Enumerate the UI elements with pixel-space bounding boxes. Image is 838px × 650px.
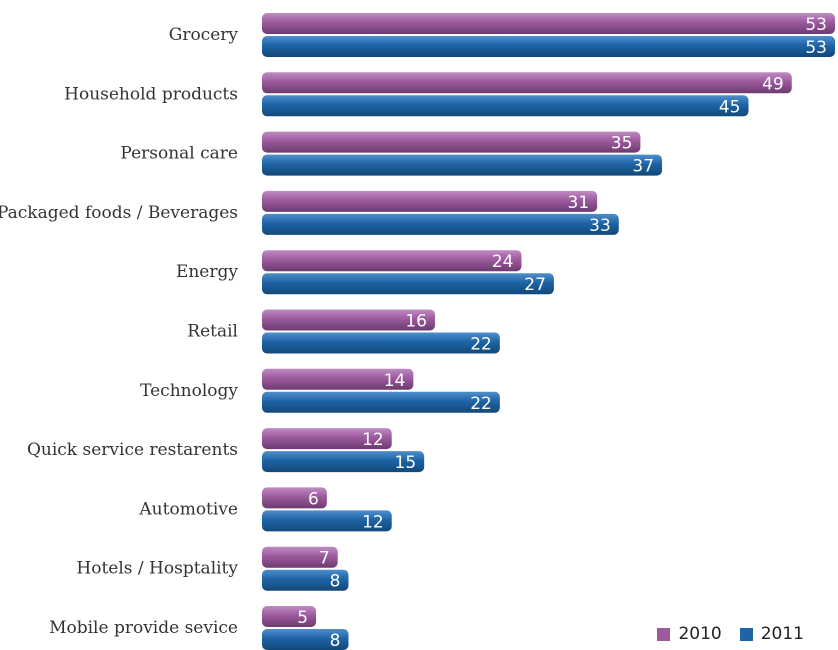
bar-2011 bbox=[262, 391, 500, 413]
legend-item-2011: 2011 bbox=[739, 624, 804, 644]
data-label-2011: 12 bbox=[362, 512, 384, 532]
category-label: Household products bbox=[64, 84, 238, 104]
data-label-2010: 49 bbox=[762, 74, 784, 94]
data-label-2011: 22 bbox=[470, 335, 492, 355]
data-label-2011: 8 bbox=[330, 572, 341, 592]
bar-2011 bbox=[262, 36, 835, 57]
data-label-2010: 31 bbox=[568, 193, 590, 213]
category-label: Technology bbox=[140, 381, 238, 401]
category-label: Hotels / Hosptality bbox=[76, 559, 238, 579]
data-label-2010: 5 bbox=[297, 608, 308, 628]
data-label-2010: 12 bbox=[362, 430, 384, 450]
data-label-2010: 16 bbox=[405, 312, 427, 332]
data-label-2011: 33 bbox=[589, 216, 611, 236]
bar-2010 bbox=[262, 13, 835, 34]
data-label-2011: 45 bbox=[719, 97, 741, 117]
data-label-2011: 15 bbox=[395, 453, 417, 473]
legend: 2010 2011 bbox=[657, 624, 804, 644]
category-label: Mobile provide sevice bbox=[49, 618, 238, 638]
data-label-2011: 53 bbox=[805, 38, 827, 58]
bar-2010 bbox=[262, 309, 435, 331]
legend-label-2010: 2010 bbox=[678, 624, 722, 644]
bar-2011 bbox=[262, 451, 425, 473]
data-label-2010: 6 bbox=[308, 489, 319, 509]
data-label-2010: 7 bbox=[319, 549, 330, 569]
bar-2011 bbox=[262, 332, 500, 354]
bar-2010 bbox=[262, 428, 392, 450]
bar-2011 bbox=[262, 154, 663, 176]
bar-2011 bbox=[262, 629, 349, 650]
bars bbox=[262, 13, 835, 650]
bar-2010 bbox=[262, 546, 338, 568]
data-label-2011: 22 bbox=[470, 394, 492, 414]
bar-2011 bbox=[262, 273, 554, 295]
category-labels: Grocery Household products Personal care Pa… bbox=[0, 25, 238, 638]
legend-swatch-2010 bbox=[657, 627, 671, 641]
data-label-2011: 27 bbox=[524, 275, 546, 295]
bar-2011 bbox=[262, 95, 749, 117]
data-label-2010: 35 bbox=[611, 134, 633, 154]
bar-2010 bbox=[262, 487, 327, 509]
data-label-2010: 14 bbox=[384, 371, 406, 391]
data-label-2011: 37 bbox=[632, 157, 654, 177]
category-label: Energy bbox=[176, 262, 238, 282]
bar-2010 bbox=[262, 190, 598, 212]
bar-2010 bbox=[262, 606, 317, 627]
bar-2011 bbox=[262, 569, 349, 591]
data-label-2010: 53 bbox=[805, 15, 827, 35]
bar-2010 bbox=[262, 250, 522, 272]
bar-2010 bbox=[262, 72, 792, 94]
category-label: Retail bbox=[187, 322, 238, 342]
bar-2010 bbox=[262, 131, 641, 153]
category-label: Grocery bbox=[169, 25, 239, 45]
category-label: Automotive bbox=[138, 499, 238, 519]
category-label: Personal care bbox=[120, 144, 238, 164]
data-label-2011: 8 bbox=[330, 631, 341, 650]
data-label-2010: 24 bbox=[492, 252, 514, 272]
bar-2011 bbox=[262, 510, 392, 532]
category-label: Quick service restarents bbox=[27, 440, 238, 460]
legend-label-2011: 2011 bbox=[760, 624, 804, 644]
legend-swatch-2011 bbox=[739, 627, 753, 641]
legend-item-2010: 2010 bbox=[657, 624, 722, 644]
bar-2010 bbox=[262, 368, 414, 390]
bar-2011 bbox=[262, 213, 619, 235]
category-label: Packaged foods / Beverages bbox=[0, 203, 238, 223]
